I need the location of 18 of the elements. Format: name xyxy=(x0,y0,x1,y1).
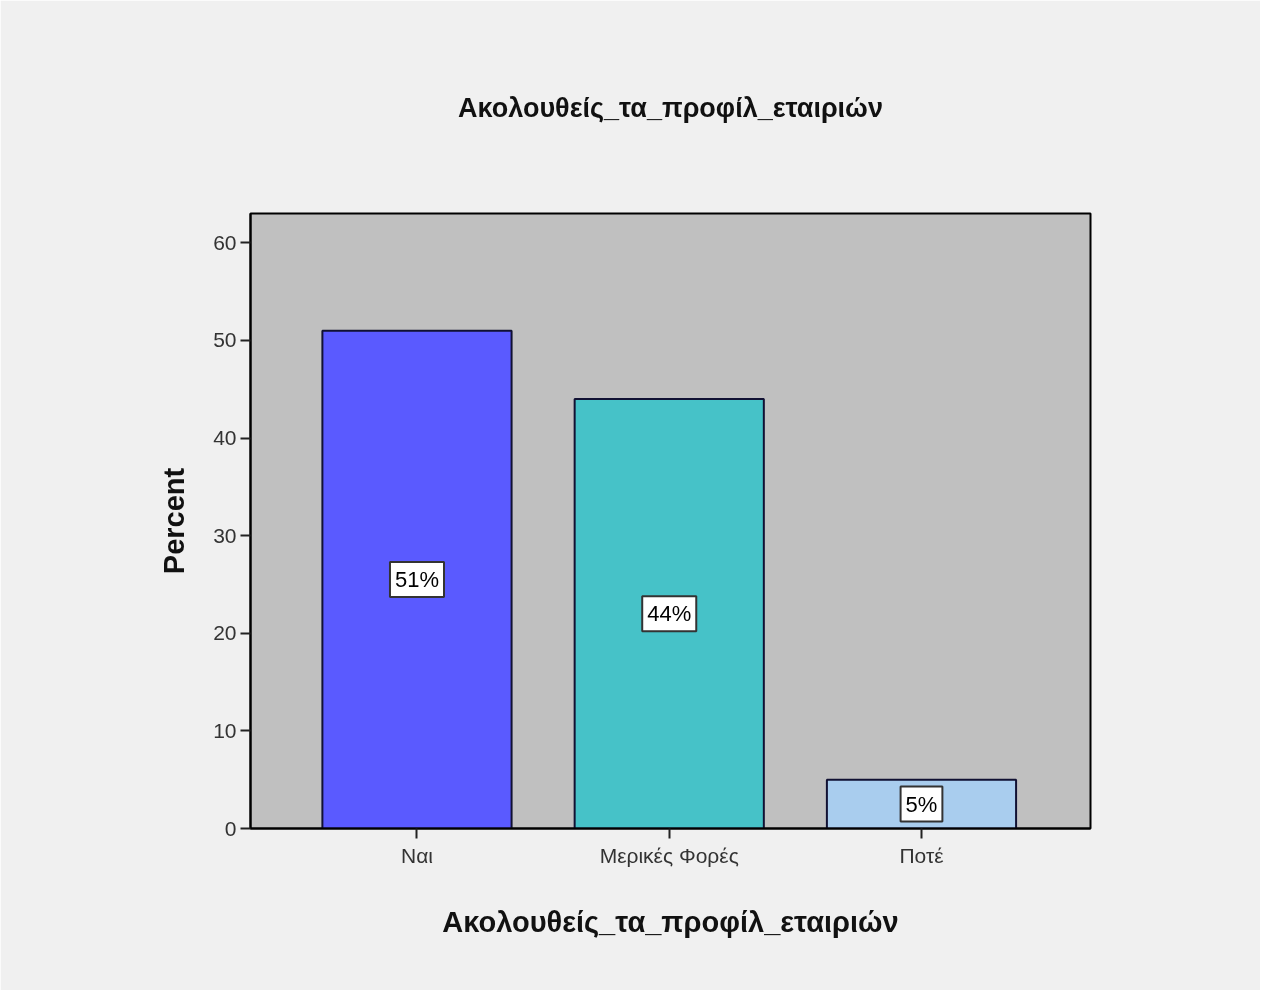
y-tick-label: 30 xyxy=(213,523,237,547)
x-axis-title: Ακολουθείς_τα_προφίλ_εταιριών xyxy=(442,905,899,938)
y-tick-label: 40 xyxy=(213,426,237,450)
y-tick-label: 0 xyxy=(224,816,237,840)
x-tick-label: Ποτέ xyxy=(899,843,944,867)
data-label: 44% xyxy=(647,601,692,627)
chart-title: Ακολουθείς_τα_προφίλ_εταιριών xyxy=(458,92,883,123)
y-tick-label: 20 xyxy=(213,621,237,645)
y-tick-label: 10 xyxy=(213,718,237,742)
data-label: 5% xyxy=(905,791,938,817)
data-label: 51% xyxy=(394,567,440,593)
bar xyxy=(321,329,513,829)
y-tick-label: 60 xyxy=(213,230,237,254)
x-tick-label: Ναι xyxy=(401,843,434,867)
bar xyxy=(573,397,765,829)
y-tick-label: 50 xyxy=(213,328,237,352)
y-axis-title: Percent xyxy=(158,467,191,575)
x-tick-label: Μερικές Φορές xyxy=(599,843,739,867)
